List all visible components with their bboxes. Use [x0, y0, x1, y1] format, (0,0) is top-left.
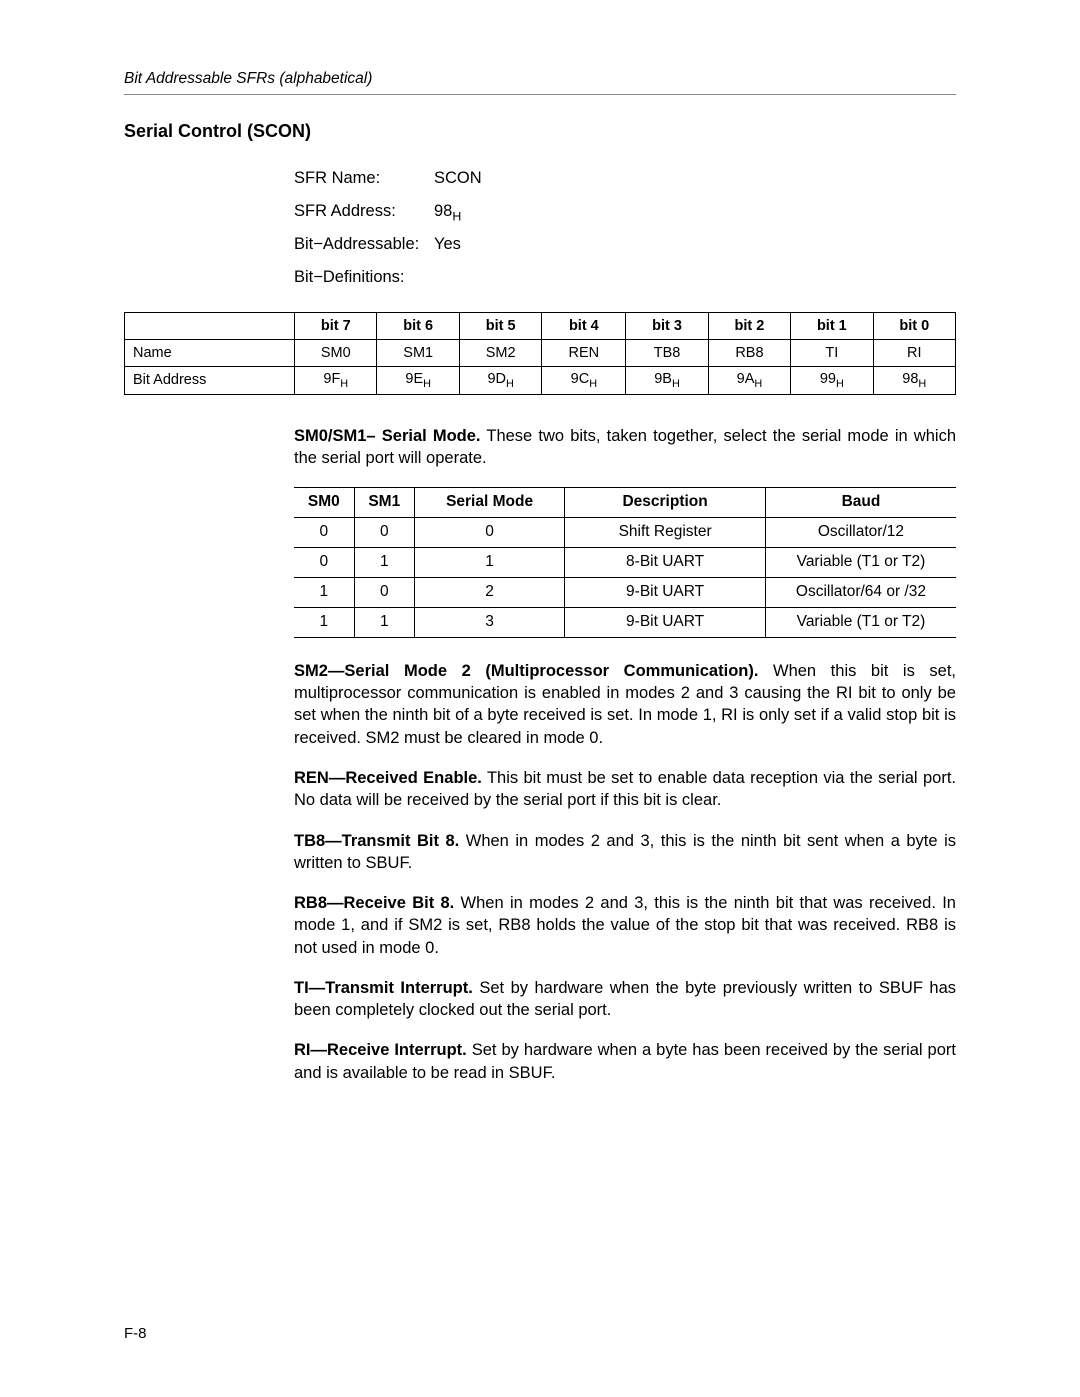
- bit-cell: RI: [873, 340, 955, 367]
- bit-definitions-row: Bit−Definitions:: [294, 261, 956, 294]
- page-number: F-8: [124, 1325, 147, 1342]
- bit-cell: 9BH: [626, 367, 708, 395]
- sfr-address-value: 98H: [434, 195, 461, 228]
- bit-cell: SM2: [459, 340, 541, 367]
- mode-cell: 1: [294, 607, 354, 637]
- bit-table-header: bit 2: [708, 313, 790, 340]
- mode-table-row: 0118-Bit UARTVariable (T1 or T2): [294, 548, 956, 578]
- sfr-name-label: SFR Name:: [294, 162, 434, 195]
- mode-cell: 9-Bit UART: [565, 578, 766, 608]
- sfr-name-value: SCON: [434, 162, 482, 195]
- bit-table-header: bit 1: [791, 313, 873, 340]
- bit-cell: 9EH: [377, 367, 459, 395]
- bit-table-row: Bit Address9FH9EH9DH9CH9BH9AH99H98H: [125, 367, 956, 395]
- mode-cell: 1: [354, 607, 414, 637]
- bit-table-header: bit 5: [459, 313, 541, 340]
- bit-cell: 9CH: [542, 367, 626, 395]
- mode-cell: 1: [414, 548, 564, 578]
- bit-table-header: bit 6: [377, 313, 459, 340]
- bit-cell: RB8: [708, 340, 790, 367]
- bit-cell: 99H: [791, 367, 873, 395]
- bit-cell: SM0: [295, 340, 377, 367]
- mode-table-header: Baud: [765, 488, 956, 518]
- sfr-address-row: SFR Address: 98H: [294, 195, 956, 228]
- mode-cell: Oscillator/64 or /32: [765, 578, 956, 608]
- bit-addressable-label: Bit−Addressable:: [294, 228, 434, 261]
- mode-cell: 0: [414, 518, 564, 548]
- bit-cell: 9AH: [708, 367, 790, 395]
- mode-cell: 0: [354, 578, 414, 608]
- bit-row-label: Name: [125, 340, 295, 367]
- description-para: RB8—Receive Bit 8. When in modes 2 and 3…: [294, 892, 956, 959]
- mode-table-header: SM0: [294, 488, 354, 518]
- bit-definitions-label: Bit−Definitions:: [294, 261, 434, 294]
- mode-cell: 0: [354, 518, 414, 548]
- description-para: SM2—Serial Mode 2 (Multiprocessor Commun…: [294, 660, 956, 749]
- page: Bit Addressable SFRs (alphabetical) Seri…: [0, 0, 1080, 1142]
- mode-cell: 2: [414, 578, 564, 608]
- description-para: TI—Transmit Interrupt. Set by hardware w…: [294, 977, 956, 1022]
- bit-definition-table: bit 7bit 6bit 5bit 4bit 3bit 2bit 1bit 0…: [124, 312, 956, 395]
- serial-mode-table: SM0SM1Serial ModeDescriptionBaud 000Shif…: [294, 487, 956, 638]
- mode-cell: 9-Bit UART: [565, 607, 766, 637]
- description-para: RI—Receive Interrupt. Set by hardware wh…: [294, 1039, 956, 1084]
- bit-cell: REN: [542, 340, 626, 367]
- mode-cell: 0: [294, 518, 354, 548]
- mode-cell: 3: [414, 607, 564, 637]
- mode-table-row: 1139-Bit UARTVariable (T1 or T2): [294, 607, 956, 637]
- bit-table-header: bit 3: [626, 313, 708, 340]
- bit-cell: 9FH: [295, 367, 377, 395]
- bit-table-corner: [125, 313, 295, 340]
- section-title: Serial Control (SCON): [124, 121, 956, 142]
- mode-table-header: Description: [565, 488, 766, 518]
- bit-cell: TI: [791, 340, 873, 367]
- sfr-info: SFR Name: SCON SFR Address: 98H Bit−Addr…: [294, 162, 956, 294]
- bit-cell: 9DH: [459, 367, 541, 395]
- mode-cell: Oscillator/12: [765, 518, 956, 548]
- bit-cell: SM1: [377, 340, 459, 367]
- sfr-name-row: SFR Name: SCON: [294, 162, 956, 195]
- bit-cell: TB8: [626, 340, 708, 367]
- bit-table-header: bit 7: [295, 313, 377, 340]
- description-para: REN—Received Enable. This bit must be se…: [294, 767, 956, 812]
- bit-addressable-value: Yes: [434, 228, 461, 261]
- bit-row-label: Bit Address: [125, 367, 295, 395]
- mode-cell: Variable (T1 or T2): [765, 548, 956, 578]
- bit-cell: 98H: [873, 367, 955, 395]
- running-head: Bit Addressable SFRs (alphabetical): [124, 70, 956, 95]
- mode-cell: Shift Register: [565, 518, 766, 548]
- bit-addressable-row: Bit−Addressable: Yes: [294, 228, 956, 261]
- mode-table-header: SM1: [354, 488, 414, 518]
- mode-table-header: Serial Mode: [414, 488, 564, 518]
- mode-table-row: 1029-Bit UARTOscillator/64 or /32: [294, 578, 956, 608]
- description-para: TB8—Transmit Bit 8. When in modes 2 and …: [294, 830, 956, 875]
- body-text: SM0/SM1– Serial Mode. These two bits, ta…: [294, 425, 956, 1084]
- sfr-address-label: SFR Address:: [294, 195, 434, 228]
- bit-table-header: bit 4: [542, 313, 626, 340]
- mode-cell: 8-Bit UART: [565, 548, 766, 578]
- bit-table-row: NameSM0SM1SM2RENTB8RB8TIRI: [125, 340, 956, 367]
- sm0-sm1-para: SM0/SM1– Serial Mode. These two bits, ta…: [294, 425, 956, 470]
- bit-table-header: bit 0: [873, 313, 955, 340]
- mode-table-row: 000Shift RegisterOscillator/12: [294, 518, 956, 548]
- mode-cell: 1: [294, 578, 354, 608]
- mode-cell: 1: [354, 548, 414, 578]
- mode-cell: Variable (T1 or T2): [765, 607, 956, 637]
- mode-cell: 0: [294, 548, 354, 578]
